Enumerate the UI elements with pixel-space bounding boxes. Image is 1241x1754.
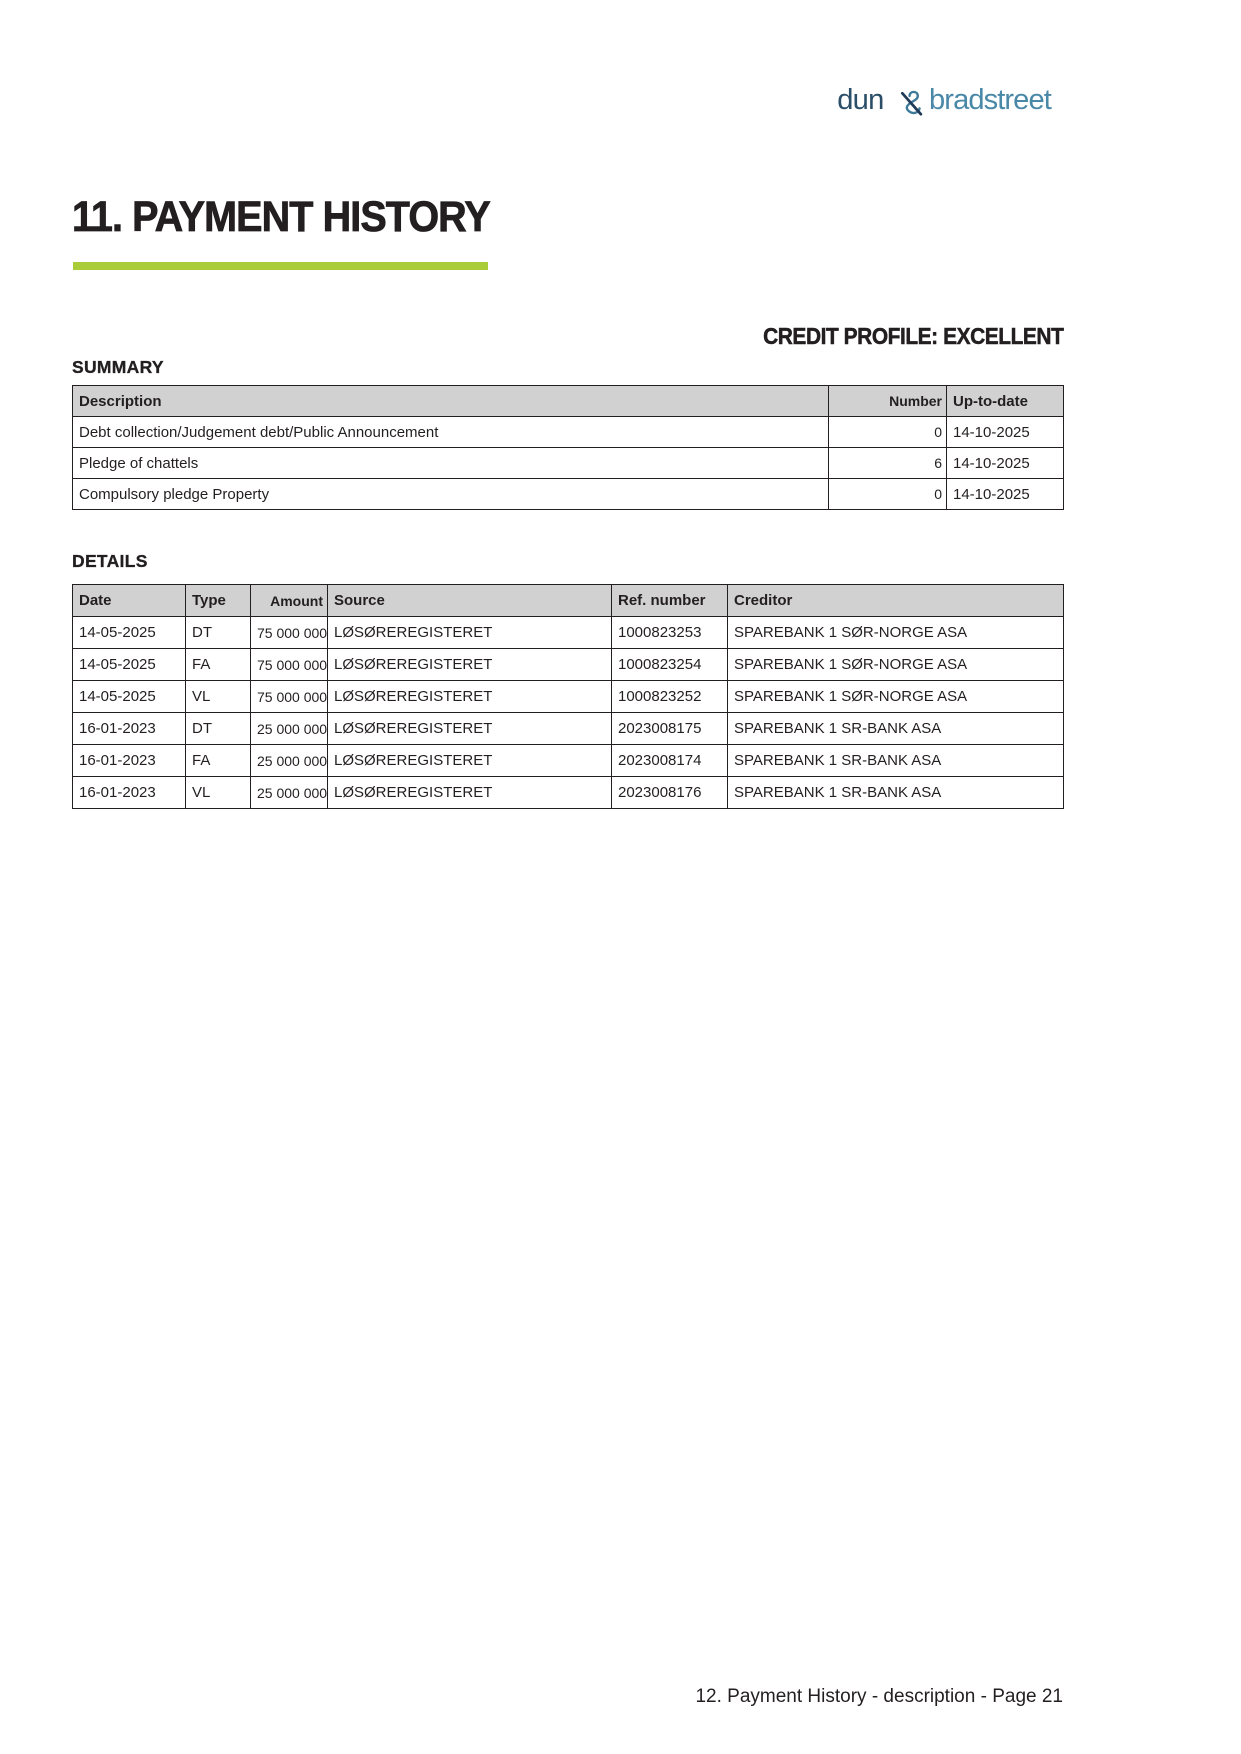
svg-text:dun: dun — [837, 84, 883, 116]
svg-text:bradstreet: bradstreet — [929, 84, 1052, 116]
